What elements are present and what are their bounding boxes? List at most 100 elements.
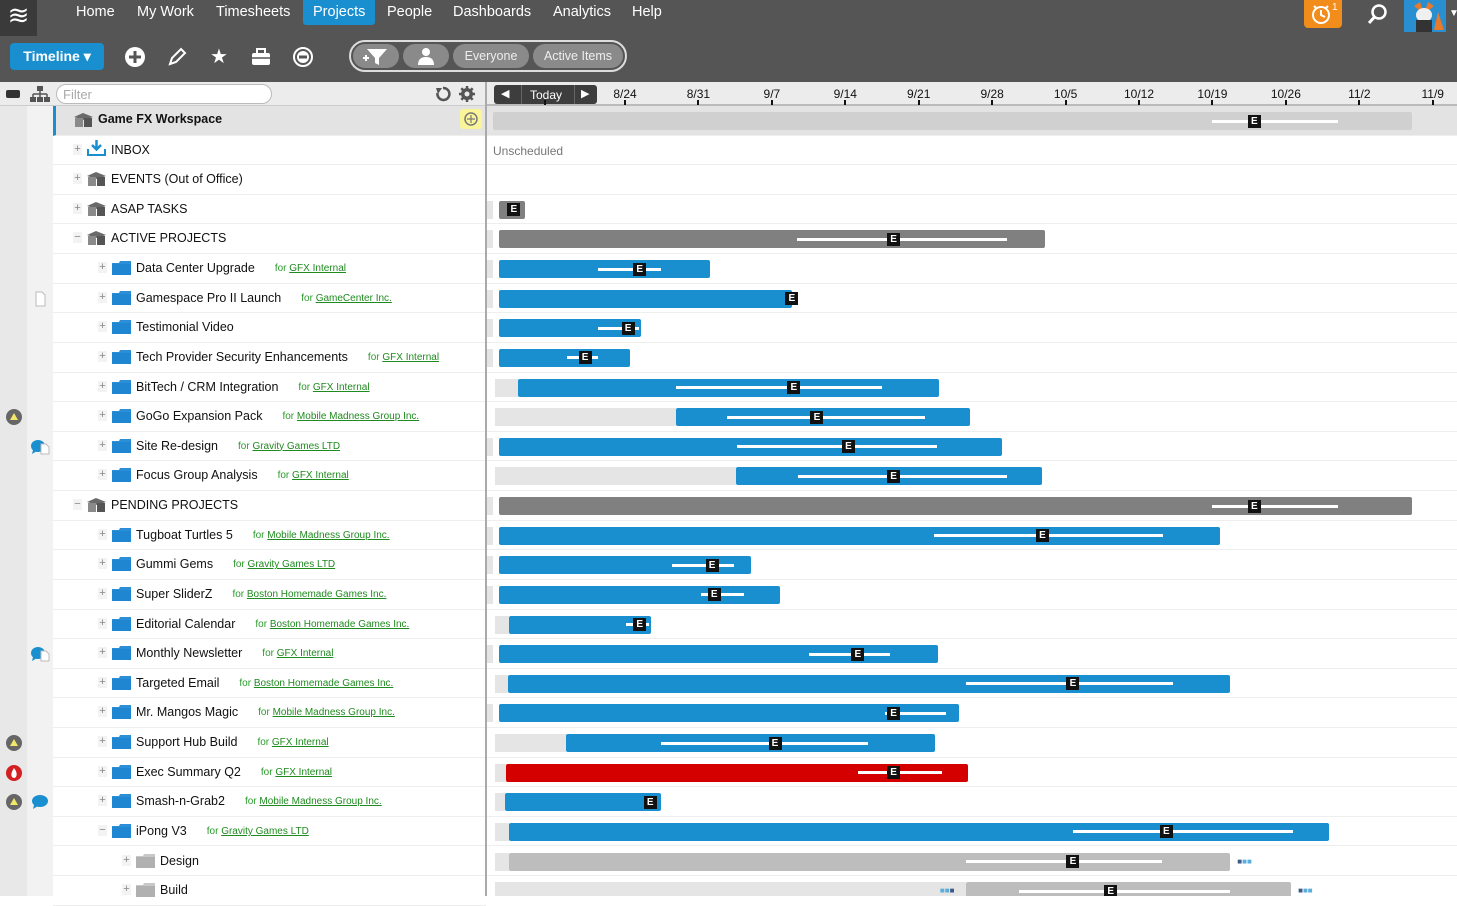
client-name[interactable]: Gravity Games LTD xyxy=(221,825,309,837)
estimate-marker[interactable]: E xyxy=(1066,855,1080,868)
nav-people[interactable]: People xyxy=(387,4,433,20)
tree-row[interactable]: − PENDING PROJECTS xyxy=(53,491,486,521)
estimate-marker[interactable]: E xyxy=(1247,499,1261,513)
tree-row[interactable]: − iPong V3 for Gravity Games LTD xyxy=(53,817,486,847)
estimate-marker[interactable]: E xyxy=(1036,529,1049,543)
expand-toggle-icon[interactable]: + xyxy=(73,201,82,214)
schedule-bar[interactable] xyxy=(499,348,631,367)
estimate-marker[interactable]: E xyxy=(707,588,721,602)
collapse-toggle-icon[interactable]: − xyxy=(73,498,82,511)
expand-toggle-icon[interactable]: + xyxy=(98,735,107,748)
client-name[interactable]: Mobile Madness Group Inc. xyxy=(272,707,395,719)
schedule-bar[interactable] xyxy=(508,852,1231,871)
tree-row[interactable]: + ASAP TASKS xyxy=(53,195,486,225)
estimate-marker[interactable]: E xyxy=(887,706,901,720)
search-icon[interactable] xyxy=(1366,2,1390,26)
estimate-marker[interactable]: E xyxy=(507,203,521,217)
client-link[interactable]: for GFX Internal xyxy=(367,351,440,363)
tree-row[interactable]: + Support Hub Build for GFX Internal xyxy=(53,728,486,758)
schedule-bar[interactable] xyxy=(493,112,1412,130)
client-name[interactable]: GFX Internal xyxy=(312,381,370,393)
add-icon[interactable] xyxy=(122,45,148,69)
comment-icon[interactable] xyxy=(31,794,51,810)
expand-toggle-icon[interactable]: + xyxy=(98,616,107,629)
schedule-bar[interactable] xyxy=(499,645,938,664)
tree-row[interactable]: + GoGo Expansion Pack for Mobile Madness G… xyxy=(53,402,486,432)
collapse-toggle-icon[interactable]: − xyxy=(98,823,107,836)
tree-row[interactable]: + Gamespace Pro II Launch for GameCenter I… xyxy=(53,284,486,314)
row-name[interactable]: Mr. Mangos Magic xyxy=(136,705,239,720)
warning-alert-icon[interactable] xyxy=(6,409,22,426)
expand-toggle-icon[interactable]: + xyxy=(122,883,131,896)
client-link[interactable]: for GFX Internal xyxy=(257,737,329,749)
tree-row[interactable]: + Build xyxy=(53,876,486,906)
tree-row[interactable]: + Gummi Gems for Gravity Games LTD xyxy=(53,550,486,580)
active-items-filter[interactable]: Active Items xyxy=(533,44,623,68)
estimate-marker[interactable]: E xyxy=(633,262,647,276)
expand-toggle-icon[interactable]: + xyxy=(98,764,107,777)
tree-row[interactable]: + Site Re-design for Gravity Games LTD xyxy=(53,432,486,462)
row-name[interactable]: Editorial Calendar xyxy=(136,616,236,631)
pane-divider[interactable] xyxy=(485,82,487,896)
expand-toggle-icon[interactable]: + xyxy=(98,794,107,807)
schedule-bar[interactable] xyxy=(499,230,1045,249)
tree-row[interactable]: + Smash-n-Grab2 for Mobile Madness Group I… xyxy=(53,787,486,817)
client-link[interactable]: for Boston Homemade Games Inc. xyxy=(255,618,410,630)
client-link[interactable]: for Gravity Games LTD xyxy=(233,559,336,571)
row-name[interactable]: Data Center Upgrade xyxy=(136,261,255,276)
row-name[interactable]: Game FX Workspace xyxy=(98,112,223,126)
client-link[interactable]: for Boston Homemade Games Inc. xyxy=(239,677,394,689)
estimate-marker[interactable]: E xyxy=(1104,884,1118,896)
expand-toggle-icon[interactable]: + xyxy=(98,320,107,333)
expand-toggle-icon[interactable]: + xyxy=(98,290,107,303)
schedule-bar[interactable] xyxy=(499,704,959,723)
client-name[interactable]: Boston Homemade Games Inc. xyxy=(246,588,387,600)
client-name[interactable]: GFX Internal xyxy=(382,351,440,363)
schedule-bar[interactable] xyxy=(499,556,751,575)
row-name[interactable]: Focus Group Analysis xyxy=(136,468,258,483)
settings-gear-icon[interactable] xyxy=(458,85,476,103)
tree-row[interactable]: + Testimonial Video xyxy=(53,313,486,343)
row-name[interactable]: ASAP TASKS xyxy=(111,201,188,216)
client-link[interactable]: for Mobile Madness Group Inc. xyxy=(252,529,390,541)
tree-row[interactable]: + BitTech / CRM Integration for GFX Intern… xyxy=(53,373,486,403)
fire-alert-icon[interactable] xyxy=(6,764,22,781)
pencil-icon[interactable] xyxy=(164,45,190,69)
client-link[interactable]: for Gravity Games LTD xyxy=(238,440,341,452)
tree-row[interactable]: + Data Center Upgrade for GFX Internal xyxy=(53,254,486,284)
avatar-menu-caret-icon[interactable]: ▼ xyxy=(1449,8,1457,19)
next-period-icon[interactable]: ▶ xyxy=(581,88,590,100)
client-link[interactable]: for Gravity Games LTD xyxy=(206,825,309,837)
row-name[interactable]: BitTech / CRM Integration xyxy=(136,379,279,394)
expand-toggle-icon[interactable]: + xyxy=(98,349,107,362)
estimate-marker[interactable]: E xyxy=(887,766,901,780)
client-name[interactable]: Mobile Madness Group Inc. xyxy=(267,529,390,541)
row-name[interactable]: Design xyxy=(160,853,199,868)
star-icon[interactable]: ★ xyxy=(210,46,228,68)
schedule-bar[interactable] xyxy=(508,615,652,634)
today-button[interactable]: Today xyxy=(530,88,563,102)
nav-dashboards[interactable]: Dashboards xyxy=(453,4,532,20)
client-link[interactable]: for GFX Internal xyxy=(277,470,349,482)
client-name[interactable]: GFX Internal xyxy=(275,766,333,778)
row-name[interactable]: Gamespace Pro II Launch xyxy=(136,290,282,305)
estimate-marker[interactable]: E xyxy=(785,292,799,306)
client-link[interactable]: for GFX Internal xyxy=(260,766,333,778)
briefcase-icon[interactable] xyxy=(248,45,274,69)
client-name[interactable]: Mobile Madness Group Inc. xyxy=(259,796,382,808)
row-name[interactable]: Site Re-design xyxy=(136,438,218,453)
estimate-marker[interactable]: E xyxy=(887,232,901,246)
tree-row[interactable]: + Design xyxy=(53,847,486,877)
row-name[interactable]: Exec Summary Q2 xyxy=(136,764,241,779)
comment-document-icon[interactable] xyxy=(31,439,51,455)
client-link[interactable]: for GFX Internal xyxy=(262,648,334,660)
more-indicator-icon[interactable]: ■■■ xyxy=(1237,856,1252,866)
tree-row[interactable]: + Mr. Mangos Magic for Mobile Madness Grou… xyxy=(53,698,486,728)
client-link[interactable]: for Mobile Madness Group Inc. xyxy=(258,707,395,719)
refresh-icon[interactable] xyxy=(434,85,452,103)
estimate-marker[interactable]: E xyxy=(887,469,901,483)
expand-toggle-icon[interactable]: + xyxy=(98,261,107,274)
warning-alert-icon[interactable] xyxy=(6,794,22,811)
person-filter-button[interactable] xyxy=(403,44,449,68)
document-icon[interactable] xyxy=(31,291,51,307)
